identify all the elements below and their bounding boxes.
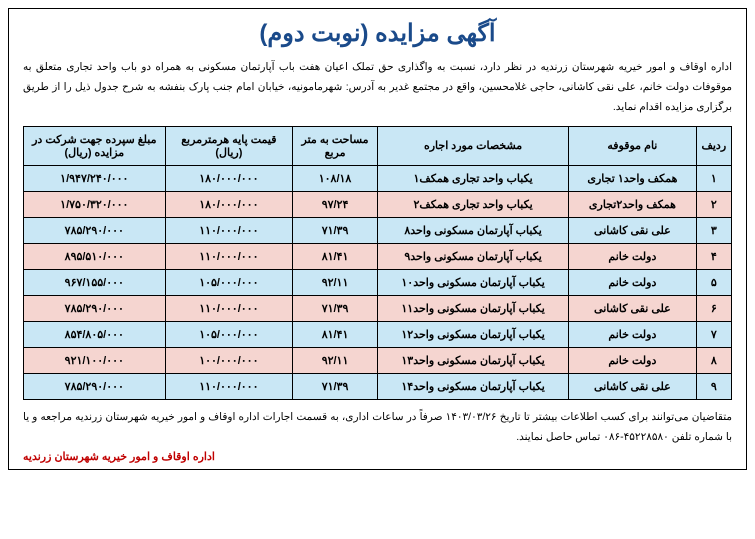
cell-price: ۱۱۰/۰۰۰/۰۰۰ xyxy=(165,373,292,399)
cell-price: ۱۸۰/۰۰۰/۰۰۰ xyxy=(165,165,292,191)
cell-spec: یکباب آپارتمان مسکونی واحد۱۳ xyxy=(378,347,569,373)
cell-spec: یکباب آپارتمان مسکونی واحد۱۴ xyxy=(378,373,569,399)
table-row: ۹علی نقی کاشانییکباب آپارتمان مسکونی واح… xyxy=(24,373,732,399)
cell-row: ۲ xyxy=(696,191,731,217)
cell-area: ۹۷/۲۴ xyxy=(293,191,378,217)
table-row: ۶علی نقی کاشانییکباب آپارتمان مسکونی واح… xyxy=(24,295,732,321)
cell-deposit: ۷۸۵/۲۹۰/۰۰۰ xyxy=(24,295,166,321)
table-row: ۱همکف واحد۱ تجارییکباب واحد تجاری همکف۱۱… xyxy=(24,165,732,191)
notice-container: آگهی مزایده (نوبت دوم) اداره اوقاف و امو… xyxy=(8,8,747,470)
footer-text: متقاضیان می‌توانند برای کسب اطلاعات بیشت… xyxy=(23,408,732,448)
cell-spec: یکباب آپارتمان مسکونی واحد۱۱ xyxy=(378,295,569,321)
table-row: ۴دولت خانمیکباب آپارتمان مسکونی واحد۹۸۱/… xyxy=(24,243,732,269)
table-row: ۳علی نقی کاشانییکباب آپارتمان مسکونی واح… xyxy=(24,217,732,243)
cell-spec: یکباب واحد تجاری همکف۱ xyxy=(378,165,569,191)
table-row: ۵دولت خانمیکباب آپارتمان مسکونی واحد۱۰۹۲… xyxy=(24,269,732,295)
table-row: ۸دولت خانمیکباب آپارتمان مسکونی واحد۱۳۹۲… xyxy=(24,347,732,373)
cell-row: ۶ xyxy=(696,295,731,321)
col-row: ردیف xyxy=(696,126,731,165)
cell-price: ۱۱۰/۰۰۰/۰۰۰ xyxy=(165,217,292,243)
cell-deposit: ۱/۹۴۷/۲۴۰/۰۰۰ xyxy=(24,165,166,191)
table-row: ۷دولت خانمیکباب آپارتمان مسکونی واحد۱۲۸۱… xyxy=(24,321,732,347)
cell-deposit: ۸۹۵/۵۱۰/۰۰۰ xyxy=(24,243,166,269)
cell-price: ۱۱۰/۰۰۰/۰۰۰ xyxy=(165,295,292,321)
cell-deposit: ۷۸۵/۲۹۰/۰۰۰ xyxy=(24,217,166,243)
cell-area: ۸۱/۴۱ xyxy=(293,243,378,269)
cell-name: علی نقی کاشانی xyxy=(569,373,696,399)
cell-row: ۳ xyxy=(696,217,731,243)
col-spec: مشخصات مورد اجاره xyxy=(378,126,569,165)
table-header-row: ردیف نام موقوفه مشخصات مورد اجاره مساحت … xyxy=(24,126,732,165)
cell-area: ۹۲/۱۱ xyxy=(293,269,378,295)
cell-area: ۱۰۸/۱۸ xyxy=(293,165,378,191)
cell-name: علی نقی کاشانی xyxy=(569,217,696,243)
cell-area: ۷۱/۳۹ xyxy=(293,373,378,399)
cell-spec: یکباب آپارتمان مسکونی واحد۱۲ xyxy=(378,321,569,347)
cell-spec: یکباب آپارتمان مسکونی واحد۹ xyxy=(378,243,569,269)
cell-name: دولت خانم xyxy=(569,243,696,269)
col-area: مساحت به متر مربع xyxy=(293,126,378,165)
cell-row: ۷ xyxy=(696,321,731,347)
cell-row: ۸ xyxy=(696,347,731,373)
cell-deposit: ۹۲۱/۱۰۰/۰۰۰ xyxy=(24,347,166,373)
cell-spec: یکباب آپارتمان مسکونی واحد۱۰ xyxy=(378,269,569,295)
cell-deposit: ۸۵۴/۸۰۵/۰۰۰ xyxy=(24,321,166,347)
auction-table: ردیف نام موقوفه مشخصات مورد اجاره مساحت … xyxy=(23,126,732,400)
col-price: قیمت پایه هرمترمربع (ریال) xyxy=(165,126,292,165)
cell-price: ۱۸۰/۰۰۰/۰۰۰ xyxy=(165,191,292,217)
cell-name: همکف واحد۱ تجاری xyxy=(569,165,696,191)
cell-price: ۱۰۵/۰۰۰/۰۰۰ xyxy=(165,321,292,347)
intro-text: اداره اوقاف و امور خیریه شهرستان زرندیه … xyxy=(23,58,732,118)
cell-name: دولت خانم xyxy=(569,347,696,373)
cell-row: ۱ xyxy=(696,165,731,191)
cell-name: علی نقی کاشانی xyxy=(569,295,696,321)
cell-area: ۷۱/۳۹ xyxy=(293,295,378,321)
col-deposit: مبلغ سپرده جهت شرکت در مزایده (ریال) xyxy=(24,126,166,165)
col-name: نام موقوفه xyxy=(569,126,696,165)
cell-row: ۵ xyxy=(696,269,731,295)
cell-price: ۱۱۰/۰۰۰/۰۰۰ xyxy=(165,243,292,269)
cell-area: ۹۲/۱۱ xyxy=(293,347,378,373)
cell-spec: یکباب آپارتمان مسکونی واحد۸ xyxy=(378,217,569,243)
cell-area: ۸۱/۴۱ xyxy=(293,321,378,347)
cell-name: همکف واحد۲تجاری xyxy=(569,191,696,217)
cell-price: ۱۰۵/۰۰۰/۰۰۰ xyxy=(165,269,292,295)
table-row: ۲همکف واحد۲تجارییکباب واحد تجاری همکف۲۹۷… xyxy=(24,191,732,217)
notice-title: آگهی مزایده (نوبت دوم) xyxy=(23,19,732,48)
signature: اداره اوقاف و امور خیریه شهرستان زرندیه xyxy=(23,450,732,463)
cell-row: ۴ xyxy=(696,243,731,269)
cell-name: دولت خانم xyxy=(569,321,696,347)
cell-deposit: ۹۶۷/۱۵۵/۰۰۰ xyxy=(24,269,166,295)
cell-name: دولت خانم xyxy=(569,269,696,295)
cell-price: ۱۰۰/۰۰۰/۰۰۰ xyxy=(165,347,292,373)
cell-area: ۷۱/۳۹ xyxy=(293,217,378,243)
cell-deposit: ۱/۷۵۰/۳۲۰/۰۰۰ xyxy=(24,191,166,217)
cell-spec: یکباب واحد تجاری همکف۲ xyxy=(378,191,569,217)
cell-deposit: ۷۸۵/۲۹۰/۰۰۰ xyxy=(24,373,166,399)
cell-row: ۹ xyxy=(696,373,731,399)
